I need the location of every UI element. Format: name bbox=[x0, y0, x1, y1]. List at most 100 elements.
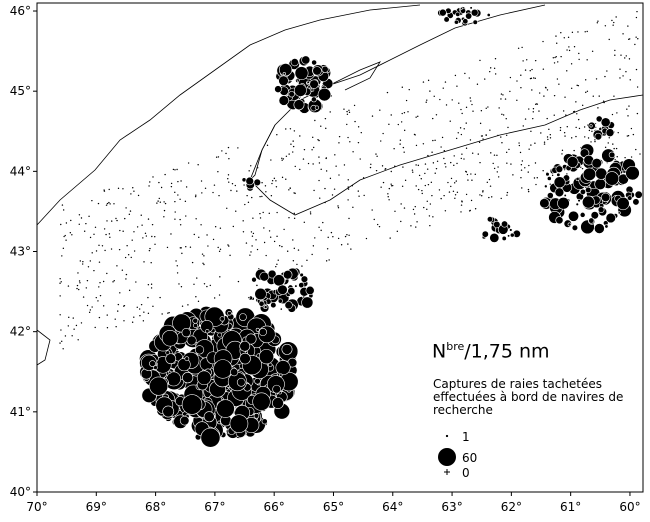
catch-circle bbox=[539, 198, 550, 209]
survey-dot bbox=[521, 187, 523, 189]
survey-dot bbox=[470, 173, 472, 175]
catch-circle bbox=[507, 234, 511, 238]
survey-dot bbox=[460, 157, 462, 160]
survey-dot bbox=[217, 156, 220, 158]
catch-circle bbox=[311, 59, 318, 66]
survey-dot bbox=[193, 233, 195, 236]
survey-dot bbox=[174, 200, 176, 203]
survey-dot bbox=[61, 204, 64, 206]
catch-circle bbox=[546, 176, 552, 181]
survey-dot bbox=[382, 181, 385, 184]
catch-circles bbox=[139, 6, 643, 448]
survey-dot bbox=[102, 305, 105, 307]
survey-dot bbox=[327, 236, 329, 239]
survey-dot bbox=[78, 214, 81, 216]
survey-dot bbox=[429, 203, 432, 205]
survey-dot bbox=[465, 170, 467, 173]
survey-dot bbox=[133, 190, 135, 192]
survey-dot bbox=[147, 218, 150, 220]
survey-dot bbox=[227, 244, 229, 246]
survey-dot bbox=[292, 140, 294, 142]
survey-dot bbox=[559, 129, 562, 132]
survey-dot bbox=[613, 21, 615, 24]
survey-dot bbox=[212, 238, 215, 241]
catch-circle bbox=[194, 345, 205, 355]
survey-dot bbox=[63, 235, 65, 238]
survey-dot bbox=[502, 114, 505, 116]
survey-dot bbox=[163, 209, 166, 212]
survey-dot bbox=[606, 70, 608, 72]
survey-dot bbox=[202, 262, 204, 264]
survey-dot bbox=[154, 243, 156, 245]
survey-dot bbox=[91, 252, 93, 254]
survey-dot bbox=[622, 75, 624, 77]
survey-dot bbox=[152, 305, 154, 308]
survey-dot bbox=[97, 202, 100, 205]
catch-circle bbox=[306, 80, 310, 84]
survey-dot bbox=[532, 108, 535, 110]
catch-circle bbox=[555, 216, 564, 225]
survey-dot bbox=[337, 205, 339, 207]
survey-dot bbox=[464, 72, 466, 75]
survey-dot bbox=[85, 222, 87, 225]
survey-dot bbox=[69, 232, 72, 234]
survey-dot bbox=[143, 261, 145, 263]
catch-circle bbox=[462, 18, 469, 25]
survey-dot bbox=[122, 188, 124, 190]
survey-dot bbox=[126, 245, 128, 247]
survey-dot bbox=[320, 168, 322, 171]
survey-dot bbox=[492, 162, 494, 165]
survey-dot bbox=[303, 148, 306, 151]
survey-dot bbox=[98, 244, 100, 247]
survey-dot bbox=[560, 55, 562, 58]
survey-dot bbox=[103, 190, 106, 192]
survey-dot bbox=[522, 125, 524, 127]
survey-dot bbox=[527, 190, 530, 193]
catch-circle bbox=[582, 167, 597, 181]
survey-dot bbox=[564, 135, 566, 137]
survey-dot bbox=[636, 10, 638, 13]
survey-dot bbox=[438, 189, 441, 191]
survey-dot bbox=[376, 155, 378, 157]
survey-dot bbox=[196, 277, 198, 279]
survey-dot bbox=[471, 103, 473, 106]
catch-circle bbox=[554, 187, 565, 198]
survey-dot bbox=[529, 77, 532, 80]
catch-circle bbox=[213, 359, 233, 379]
survey-dot bbox=[521, 46, 523, 49]
survey-dot bbox=[522, 60, 524, 62]
survey-dot bbox=[331, 194, 334, 196]
catch-circle bbox=[555, 165, 564, 173]
survey-dot bbox=[282, 158, 285, 160]
survey-dot bbox=[164, 173, 166, 176]
survey-dot bbox=[322, 221, 324, 224]
survey-dot bbox=[91, 306, 93, 308]
survey-dot bbox=[231, 183, 234, 185]
survey-dot bbox=[71, 335, 73, 337]
catch-circle bbox=[267, 269, 277, 279]
survey-dot bbox=[259, 217, 262, 219]
catch-circle bbox=[258, 327, 267, 337]
catch-circle bbox=[254, 377, 261, 385]
survey-dot bbox=[294, 165, 296, 168]
survey-dot bbox=[347, 243, 349, 245]
survey-dot bbox=[268, 212, 270, 215]
x-tick-label: 66° bbox=[264, 500, 285, 514]
survey-dot bbox=[405, 99, 408, 102]
survey-dot bbox=[77, 339, 79, 341]
survey-dot bbox=[226, 207, 228, 209]
catch-circle bbox=[282, 72, 286, 76]
survey-dot bbox=[324, 187, 326, 190]
legend-label: 60 bbox=[462, 451, 477, 465]
survey-dot bbox=[626, 135, 629, 137]
survey-dot bbox=[563, 37, 565, 39]
survey-dot bbox=[213, 184, 216, 186]
survey-dot bbox=[626, 108, 628, 110]
survey-dot bbox=[412, 171, 414, 173]
survey-dot bbox=[277, 259, 279, 261]
survey-dot bbox=[521, 160, 524, 162]
survey-dot bbox=[463, 128, 465, 130]
survey-dot bbox=[578, 52, 580, 55]
survey-dot bbox=[578, 127, 581, 130]
survey-dot bbox=[289, 187, 291, 189]
